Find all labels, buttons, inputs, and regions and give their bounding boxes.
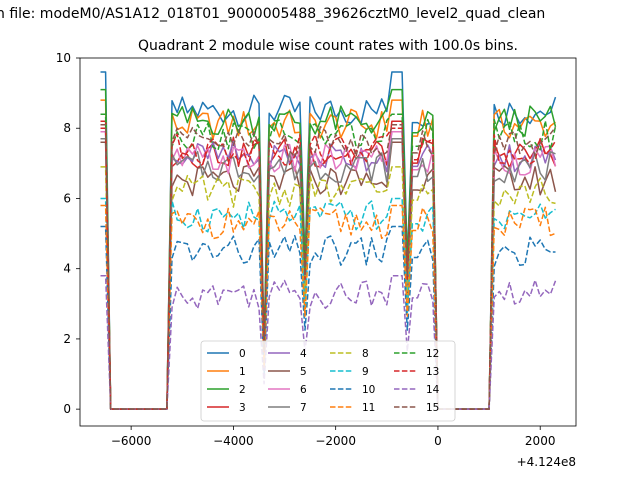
x-tick-label: 0 bbox=[434, 434, 442, 448]
series-line-14 bbox=[100, 274, 557, 410]
legend-label: 5 bbox=[300, 366, 307, 378]
y-axis: 0 2 4 6 8 10 bbox=[56, 51, 80, 416]
legend-label: 6 bbox=[300, 384, 307, 396]
y-tick-label: 0 bbox=[63, 402, 71, 416]
series-line-11 bbox=[100, 204, 556, 410]
legend-label: 3 bbox=[239, 402, 246, 414]
legend-label: 4 bbox=[300, 348, 307, 360]
legend-label: 2 bbox=[239, 384, 246, 396]
legend-label: 8 bbox=[362, 348, 369, 360]
legend-label: 1 bbox=[239, 366, 246, 378]
series-line-15 bbox=[100, 123, 557, 410]
series-layer bbox=[100, 71, 557, 410]
y-tick-label: 4 bbox=[63, 262, 71, 276]
x-tick-label: −4000 bbox=[213, 434, 254, 448]
legend-label: 9 bbox=[362, 366, 369, 378]
chart-title: Quadrant 2 module wise count rates with … bbox=[138, 38, 518, 54]
legend-label: 7 bbox=[300, 402, 307, 414]
legend-label: 0 bbox=[239, 348, 246, 360]
x-tick-label: −2000 bbox=[315, 434, 356, 448]
legend-frame bbox=[200, 340, 456, 422]
legend-label: 10 bbox=[362, 384, 375, 396]
y-tick-label: 10 bbox=[56, 51, 71, 65]
x-axis: −6000 −4000 −2000 0 2000 bbox=[111, 426, 556, 448]
y-tick-label: 8 bbox=[63, 121, 71, 135]
x-tick-label: 2000 bbox=[525, 434, 556, 448]
legend-label: 12 bbox=[426, 348, 439, 360]
series-line-10 bbox=[100, 225, 556, 410]
figure-suptitle: n file: modeM0/AS1A12_018T01_9000005488_… bbox=[0, 6, 545, 22]
legend-label: 14 bbox=[426, 384, 440, 396]
plot-area bbox=[79, 57, 577, 427]
legend-label: 15 bbox=[426, 402, 439, 414]
x-tick-label: −6000 bbox=[111, 434, 152, 448]
y-tick-label: 2 bbox=[63, 332, 71, 346]
legend-label: 11 bbox=[362, 402, 375, 414]
y-tick-label: 6 bbox=[63, 191, 71, 205]
axes-frame bbox=[79, 57, 577, 427]
legend-label: 13 bbox=[426, 366, 439, 378]
x-offset-label: +4.124e8 bbox=[517, 455, 576, 469]
